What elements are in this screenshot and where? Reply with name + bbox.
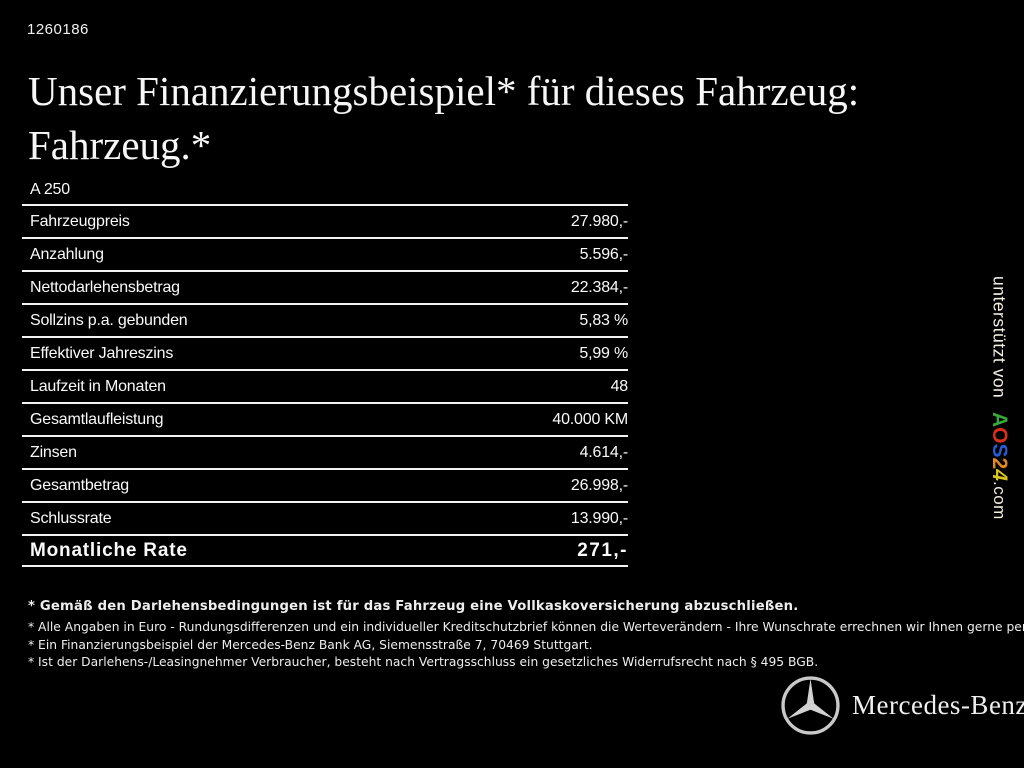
row-effektiver-jahreszins: Effektiver Jahreszins 5,99 %	[22, 336, 628, 369]
row-sollzins: Sollzins p.a. gebunden 5,83 %	[22, 303, 628, 336]
aos24-letter: 4	[988, 469, 1011, 482]
row-label: Anzahlung	[30, 245, 104, 263]
sponsor-prefix-text: unterstützt von	[989, 276, 1010, 399]
row-label: Zinsen	[30, 443, 77, 461]
footnote-vollkasko: * Gemäß den Darlehensbedingungen ist für…	[28, 599, 799, 614]
row-label: Fahrzeugpreis	[30, 212, 130, 230]
aos24-letter: A	[988, 412, 1011, 428]
footnotes: * Gemäß den Darlehensbedingungen ist für…	[28, 598, 1024, 672]
page-title: Unser Finanzierungsbeispiel* für dieses …	[28, 64, 988, 172]
row-value: 22.384,-	[570, 278, 628, 296]
row-value: 40.000 KM	[552, 410, 628, 428]
row-value: 13.990,-	[570, 509, 628, 527]
row-gesamtlaufleistung: Gesamtlaufleistung 40.000 KM	[22, 402, 628, 435]
row-zinsen: Zinsen 4.614,-	[22, 435, 628, 468]
row-anzahlung: Anzahlung 5.596,-	[22, 237, 628, 270]
footnote-angaben-euro: * Alle Angaben in Euro - Rundungsdiffere…	[28, 620, 1024, 634]
brand-name: Mercedes-Benz	[852, 690, 1024, 720]
row-label: Gesamtbetrag	[30, 476, 129, 494]
sponsor-strip: unterstützt von AOS24 .com	[987, 276, 1011, 576]
aos24-letter: 2	[988, 457, 1011, 470]
row-label: Effektiver Jahreszins	[30, 344, 174, 362]
row-label: Gesamtlaufleistung	[30, 410, 164, 428]
row-value: 271,-	[577, 539, 628, 561]
model-name: A 250	[30, 181, 70, 198]
row-label: Monatliche Rate	[30, 539, 188, 561]
row-label: Schlussrate	[30, 509, 112, 527]
row-label: Laufzeit in Monaten	[30, 377, 166, 395]
row-fahrzeugpreis: Fahrzeugpreis 27.980,-	[22, 204, 628, 237]
row-schlussrate: Schlussrate 13.990,-	[22, 501, 628, 534]
row-value: 4.614,-	[579, 443, 629, 461]
row-value: 5,83 %	[579, 311, 628, 329]
footnote-widerrufsrecht: * Ist der Darlehens-/Leasingnehmer Verbr…	[28, 655, 819, 669]
mercedes-star-icon	[780, 675, 841, 736]
financing-table: A 250 Fahrzeugpreis 27.980,- Anzahlung 5…	[22, 176, 628, 567]
sponsor-domain-text: .com	[990, 481, 1009, 521]
row-label: Sollzins p.a. gebunden	[30, 311, 188, 329]
footnote-mercedes-bank: * Ein Finanzierungsbeispiel der Mercedes…	[28, 637, 593, 652]
row-monatliche-rate: Monatliche Rate 271,-	[22, 534, 628, 567]
aos24-letter: O	[988, 427, 1011, 444]
row-nettodarlehensbetrag: Nettodarlehensbetrag 22.384,-	[22, 270, 628, 303]
row-value: 5.596,-	[579, 245, 629, 263]
row-label: Nettodarlehensbetrag	[30, 278, 180, 296]
row-value: 48	[610, 377, 629, 395]
page-title-line2: Fahrzeug.*	[28, 122, 212, 168]
brand-footer: Mercedes-Benz	[780, 675, 1024, 736]
row-value: 26.998,-	[570, 476, 628, 494]
row-laufzeit: Laufzeit in Monaten 48	[22, 369, 628, 402]
row-gesamtbetrag: Gesamtbetrag 26.998,-	[22, 468, 628, 501]
row-value: 27.980,-	[570, 212, 628, 230]
vehicle-id-number: 1260186	[27, 21, 89, 38]
aos24-letter: S	[988, 443, 1011, 458]
row-value: 5,99 %	[579, 344, 628, 362]
page-title-line1: Unser Finanzierungsbeispiel* für dieses …	[28, 68, 860, 114]
aos24-logo: AOS24	[987, 412, 1011, 481]
